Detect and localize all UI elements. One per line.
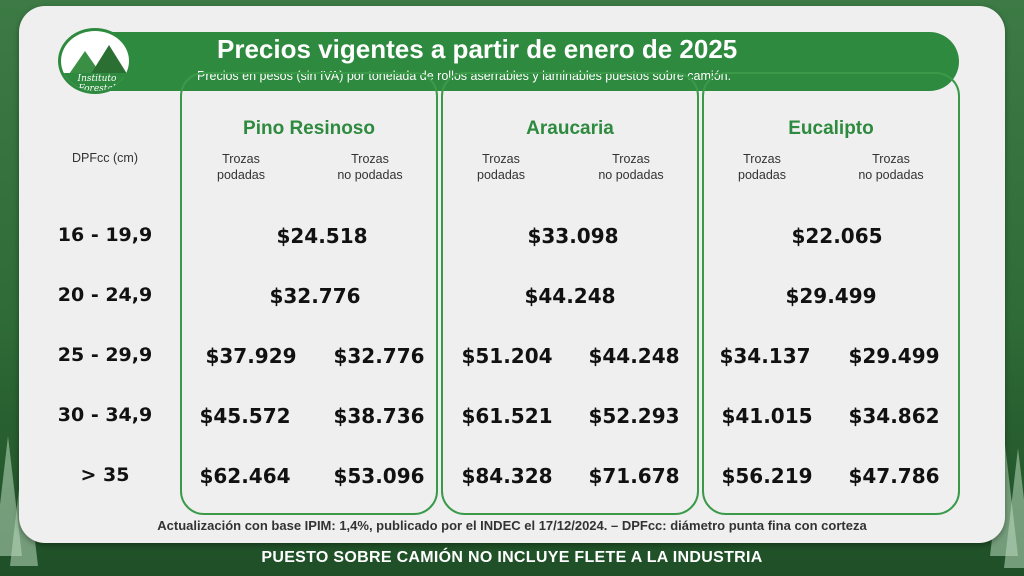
species-title-pino: Pino Resinoso (243, 118, 375, 139)
row-label: > 35 (80, 464, 130, 486)
logo-text: Instituto Forestal (77, 74, 117, 94)
row-label: 20 - 24,9 (57, 284, 153, 306)
row-label: 30 - 34,9 (57, 404, 153, 426)
species-column-box-araucaria (441, 72, 699, 515)
price-cell: $33.098 (527, 224, 619, 248)
price-cell: $32.776 (269, 284, 361, 308)
species-title-araucaria: Araucaria (526, 118, 614, 139)
price-cell: $51.204 (461, 344, 553, 368)
page-title: Precios vigentes a partir de enero de 20… (217, 34, 738, 64)
price-cell: $29.499 (848, 344, 940, 368)
price-cell: $32.776 (333, 344, 425, 368)
price-cell: $45.572 (199, 404, 291, 428)
price-cell: $53.096 (333, 464, 425, 488)
subhead-podadas: Trozas podadas (738, 152, 786, 182)
row-header: DPFcc (cm) (72, 151, 138, 165)
price-cell: $84.328 (461, 464, 553, 488)
subhead-podadas: Trozas podadas (217, 152, 265, 182)
price-cell: $62.464 (199, 464, 291, 488)
subhead-no-podadas: Trozas no podadas (337, 152, 403, 182)
price-cell: $34.862 (848, 404, 940, 428)
subhead-no-podadas: Trozas no podadas (858, 152, 924, 182)
price-cell: $38.736 (333, 404, 425, 428)
species-title-eucalipto: Eucalipto (788, 118, 874, 139)
header-bar (70, 32, 959, 91)
bottom-banner: PUESTO SOBRE CAMIÓN NO INCLUYE FLETE A L… (261, 549, 763, 566)
species-column-box-eucalipto (702, 72, 960, 515)
price-cell: $29.499 (785, 284, 877, 308)
price-cell: $44.248 (588, 344, 680, 368)
institute-logo: Instituto Forestal (58, 28, 132, 94)
price-cell: $37.929 (205, 344, 297, 368)
price-cell: $56.219 (721, 464, 813, 488)
price-cell: $44.248 (524, 284, 616, 308)
footnote: Actualización con base IPIM: 1,4%, publi… (157, 518, 867, 533)
row-label: 16 - 19,9 (57, 224, 153, 246)
subhead-no-podadas: Trozas no podadas (598, 152, 664, 182)
price-cell: $52.293 (588, 404, 680, 428)
price-cell: $34.137 (719, 344, 811, 368)
price-cell: $41.015 (721, 404, 813, 428)
price-cell: $61.521 (461, 404, 553, 428)
price-cell: $22.065 (791, 224, 883, 248)
row-label: 25 - 29,9 (57, 344, 153, 366)
price-cell: $24.518 (276, 224, 368, 248)
tree-decoration (1004, 448, 1024, 568)
price-cell: $47.786 (848, 464, 940, 488)
price-cell: $71.678 (588, 464, 680, 488)
species-column-box-pino (180, 72, 438, 515)
subhead-podadas: Trozas podadas (477, 152, 525, 182)
